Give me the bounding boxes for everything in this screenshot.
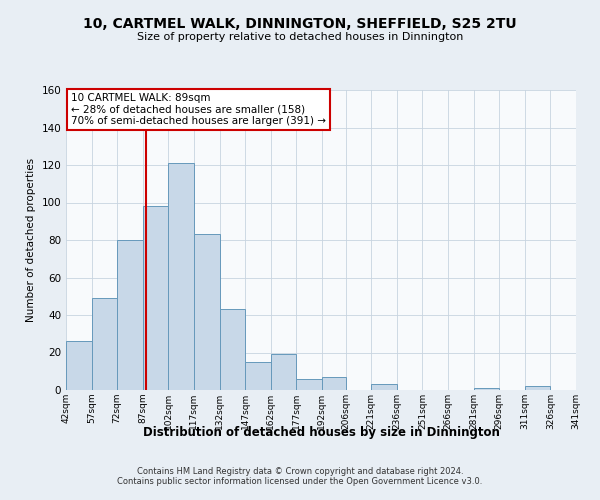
Bar: [271, 354, 296, 390]
Text: Contains public sector information licensed under the Open Government Licence v3: Contains public sector information licen…: [118, 477, 482, 486]
Bar: [525, 386, 550, 390]
Text: Size of property relative to detached houses in Dinnington: Size of property relative to detached ho…: [137, 32, 463, 42]
Bar: [371, 384, 397, 390]
Y-axis label: Number of detached properties: Number of detached properties: [26, 158, 36, 322]
Bar: [143, 206, 169, 390]
Text: Distribution of detached houses by size in Dinnington: Distribution of detached houses by size …: [143, 426, 499, 439]
Bar: [473, 388, 499, 390]
Bar: [322, 377, 346, 390]
Bar: [296, 379, 322, 390]
Bar: [220, 310, 245, 390]
Bar: [92, 298, 117, 390]
Bar: [245, 362, 271, 390]
Text: Contains HM Land Registry data © Crown copyright and database right 2024.: Contains HM Land Registry data © Crown c…: [137, 467, 463, 476]
Bar: [66, 341, 92, 390]
Text: 10 CARTMEL WALK: 89sqm
← 28% of detached houses are smaller (158)
70% of semi-de: 10 CARTMEL WALK: 89sqm ← 28% of detached…: [71, 93, 326, 126]
Text: 10, CARTMEL WALK, DINNINGTON, SHEFFIELD, S25 2TU: 10, CARTMEL WALK, DINNINGTON, SHEFFIELD,…: [83, 18, 517, 32]
Bar: [117, 240, 143, 390]
Bar: [194, 234, 220, 390]
Bar: [169, 163, 194, 390]
